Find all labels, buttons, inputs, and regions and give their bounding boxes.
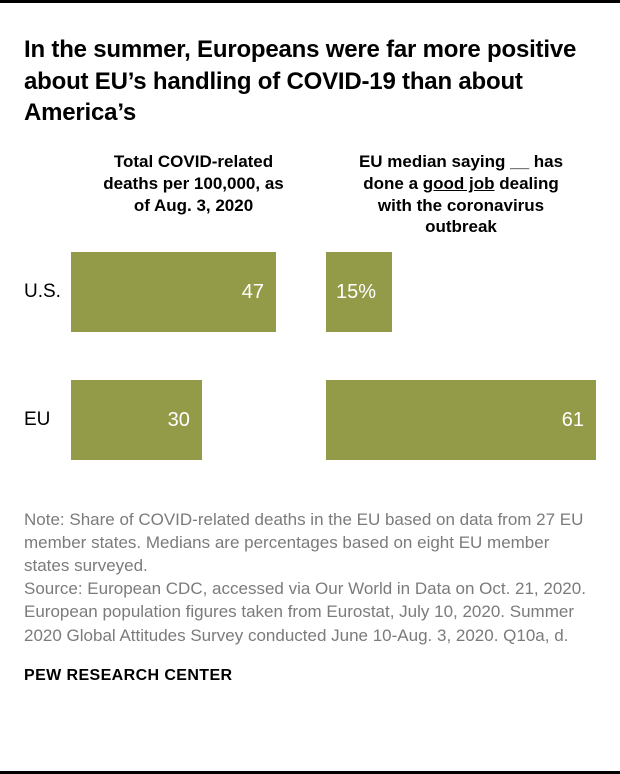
- right-column-header: EU median saying __ has done a good job …: [326, 151, 596, 238]
- deaths-bar-us: 47: [71, 252, 276, 333]
- right-header-underlined: good job: [422, 173, 495, 193]
- chart-row-eu: EU 30 61: [24, 380, 596, 461]
- deaths-bar-eu: 30: [71, 380, 202, 461]
- bottom-rule: [0, 771, 620, 774]
- right-header-suffix: dealing with the coronavirus outbreak: [377, 173, 559, 237]
- deaths-track-us: 47: [71, 252, 276, 333]
- goodjob-track-us: 15%: [326, 252, 596, 333]
- deaths-value-eu: 30: [167, 408, 190, 431]
- note-text: Note: Share of COVID-related deaths in t…: [24, 510, 584, 576]
- deaths-value-us: 47: [241, 280, 264, 303]
- goodjob-bar-eu: 61: [326, 380, 596, 461]
- goodjob-bar-us: 15%: [326, 252, 393, 333]
- right-header-prefix: EU median saying __ has done a: [358, 152, 564, 193]
- deaths-track-eu: 30: [71, 380, 276, 461]
- goodjob-track-eu: 61: [326, 380, 596, 461]
- notes-block: Note: Share of COVID-related deaths in t…: [24, 508, 596, 647]
- goodjob-value-us: 15%: [336, 280, 377, 303]
- goodjob-value-eu: 61: [561, 408, 584, 431]
- row-label-eu: EU: [24, 409, 51, 431]
- footer-brand: PEW RESEARCH CENTER: [24, 666, 233, 684]
- left-column-header: Total COVID-related deaths per 100,000, …: [103, 152, 284, 215]
- source-text: Source: European CDC, accessed via Our W…: [24, 579, 586, 645]
- chart-row-us: U.S. 47 15%: [24, 252, 596, 333]
- top-rule: [0, 0, 620, 3]
- row-label-us: U.S.: [24, 281, 61, 303]
- chart-title: In the summer, Europeans were far more p…: [24, 36, 577, 127]
- column-headers: Total COVID-related deaths per 100,000, …: [24, 151, 596, 238]
